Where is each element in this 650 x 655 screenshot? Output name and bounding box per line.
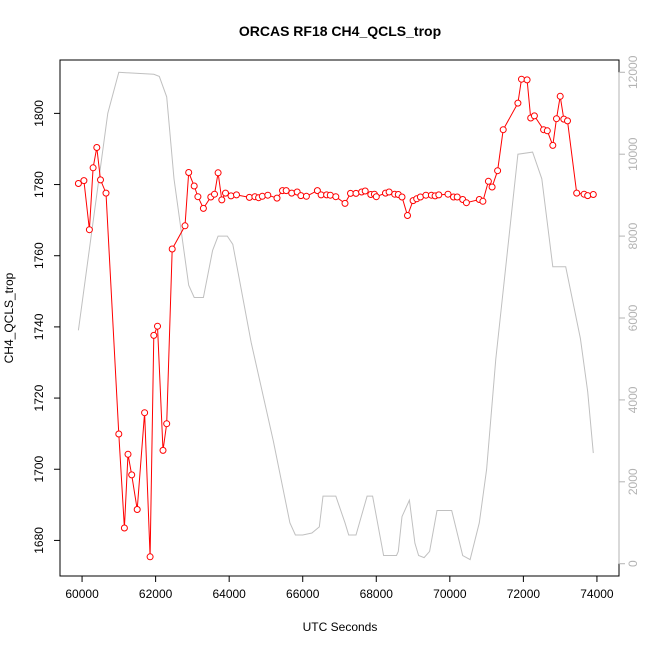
chart-title: ORCAS RF18 CH4_QCLS_trop: [239, 23, 441, 39]
x-tick-label: 62000: [139, 587, 173, 601]
data-point: [141, 409, 149, 417]
data-point: [80, 177, 88, 185]
y2-tick-label: 6000: [626, 304, 640, 331]
y2-tick-label: 10000: [626, 137, 640, 171]
y-tick-label: 1800: [32, 100, 46, 127]
axes-layer: 60000 62000 64000 66000 68000 70000 72000 74000…: [32, 55, 640, 601]
data-point: [564, 117, 571, 125]
x-tick-label: 66000: [286, 587, 320, 601]
x-tick-label: 70000: [433, 587, 467, 601]
data-point: [543, 127, 551, 135]
data-point: [549, 141, 557, 149]
data-point: [385, 188, 393, 196]
data-point: [222, 189, 229, 197]
data-point: [573, 189, 581, 197]
plot-frame: [59, 59, 620, 577]
data-point: [214, 169, 222, 177]
data-point: [444, 190, 452, 198]
data-point: [313, 187, 321, 195]
data-point: [146, 553, 154, 561]
data-point: [190, 182, 198, 190]
data-point: [128, 471, 136, 479]
data-point: [488, 183, 496, 191]
data-point: [435, 191, 443, 199]
data-point: [85, 226, 93, 234]
data-point: [589, 191, 597, 198]
data-point: [264, 191, 272, 199]
data-point: [553, 115, 560, 123]
data-point: [352, 189, 360, 197]
y-axis-label: CH4_QCLS_trop: [2, 272, 16, 363]
data-point: [115, 430, 123, 438]
data-point: [484, 177, 492, 185]
y-tick-label: 1760: [32, 242, 46, 269]
data-point: [518, 75, 525, 83]
x-axis-label: UTC Seconds: [303, 620, 378, 634]
data-point: [133, 506, 141, 513]
x-tick-label: 64000: [212, 587, 246, 601]
y2-tick-label: 12000: [626, 55, 640, 89]
x-tick-label: 68000: [360, 587, 394, 601]
data-point: [120, 524, 128, 532]
data-point: [372, 193, 380, 201]
right-axis-series-line: [77, 71, 594, 561]
data-point: [211, 190, 218, 198]
y2-tick-label: 4000: [626, 386, 640, 413]
data-point: [258, 192, 266, 200]
data-point: [74, 180, 82, 187]
y-tick-label: 1740: [32, 313, 46, 340]
data-point: [218, 196, 226, 204]
data-point: [227, 192, 235, 200]
data-point: [159, 446, 167, 454]
y-tick-label: 1680: [32, 527, 46, 554]
data-point: [97, 176, 104, 184]
data-point: [514, 99, 522, 107]
x-tick-label: 74000: [580, 587, 614, 601]
data-point: [302, 192, 310, 200]
data-point: [462, 199, 470, 207]
data-point: [89, 164, 97, 172]
data-point: [556, 92, 564, 100]
data-point: [93, 144, 101, 151]
data-point: [124, 450, 132, 458]
data-point: [499, 126, 507, 134]
data-point: [150, 331, 158, 339]
data-point: [341, 199, 349, 207]
y2-tick-label: 2000: [626, 468, 640, 495]
data-point: [332, 193, 340, 201]
data-point: [168, 245, 176, 253]
y-tick-label: 1700: [32, 456, 46, 483]
data-point: [194, 193, 202, 201]
data-point: [199, 204, 207, 212]
data-point: [453, 193, 461, 201]
data-point: [185, 169, 193, 176]
data-point: [398, 193, 406, 201]
data-point: [288, 189, 296, 197]
data-point: [102, 189, 110, 197]
data-point: [154, 322, 161, 330]
y2-tick-label: 8000: [626, 222, 640, 249]
x-tick-label: 72000: [507, 587, 541, 601]
y-tick-label: 1780: [32, 171, 46, 198]
data-point: [404, 212, 411, 219]
data-point: [181, 222, 189, 230]
x-tick-label: 60000: [65, 587, 99, 601]
y-tick-label: 1720: [32, 384, 46, 411]
series-layer: [74, 71, 597, 561]
data-point: [584, 192, 592, 200]
data-point: [361, 187, 369, 195]
data-point: [163, 420, 171, 428]
data-point: [273, 194, 281, 202]
data-point: [282, 187, 290, 195]
data-point: [494, 167, 502, 175]
left-axis-series-line: [78, 78, 594, 557]
data-point: [233, 191, 240, 199]
data-point: [523, 76, 531, 84]
y2-tick-label: 0: [626, 560, 640, 567]
data-point: [530, 112, 538, 120]
data-point: [479, 197, 487, 205]
